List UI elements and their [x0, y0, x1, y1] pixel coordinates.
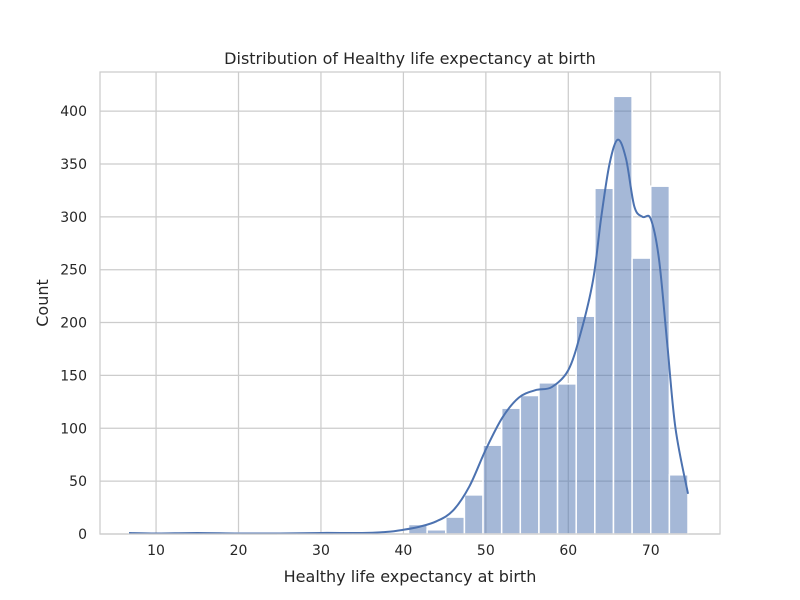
histogram-bar [575, 315, 596, 535]
histogram-bar [426, 529, 447, 535]
histogram-bar [482, 444, 503, 535]
y-tick-label: 150 [60, 368, 87, 384]
y-tick-label: 100 [60, 421, 87, 437]
histogram-bar [463, 494, 484, 535]
chart-title: Distribution of Healthy life expectancy … [224, 49, 596, 68]
histogram-bar [631, 257, 652, 535]
y-tick-label: 50 [69, 474, 87, 490]
y-tick-label: 250 [60, 263, 87, 279]
histogram-bar [519, 394, 540, 535]
histogram-bar [649, 185, 671, 535]
x-tick-label: 30 [312, 543, 330, 559]
kde-layer [129, 138, 689, 535]
x-tick-labels: 10 20 30 40 50 60 70 [147, 543, 660, 559]
y-tick-label: 200 [60, 316, 87, 332]
y-tick-label: 400 [60, 104, 87, 120]
y-tick-label: 350 [60, 157, 87, 173]
x-tick-label: 40 [394, 543, 412, 559]
y-axis-label: Count [33, 279, 52, 327]
x-tick-label: 20 [230, 543, 248, 559]
x-tick-label: 60 [559, 543, 577, 559]
y-tick-labels: 0 50 100 150 200 250 300 350 400 [60, 104, 87, 543]
kde-curve [129, 138, 689, 535]
x-axis-label: Healthy life expectancy at birth [284, 567, 537, 586]
y-tick-label: 0 [78, 527, 87, 543]
histogram-bar [500, 407, 522, 535]
histogram-bar [556, 383, 577, 535]
x-tick-label: 10 [147, 543, 165, 559]
plot-frame [99, 71, 721, 535]
x-tick-label: 70 [642, 543, 660, 559]
histogram-bar [445, 516, 466, 535]
bars-layer [128, 95, 689, 535]
y-tick-label: 300 [60, 210, 87, 226]
x-tick-label: 50 [477, 543, 495, 559]
histogram-bar [612, 95, 633, 535]
histogram-bar [538, 382, 559, 535]
